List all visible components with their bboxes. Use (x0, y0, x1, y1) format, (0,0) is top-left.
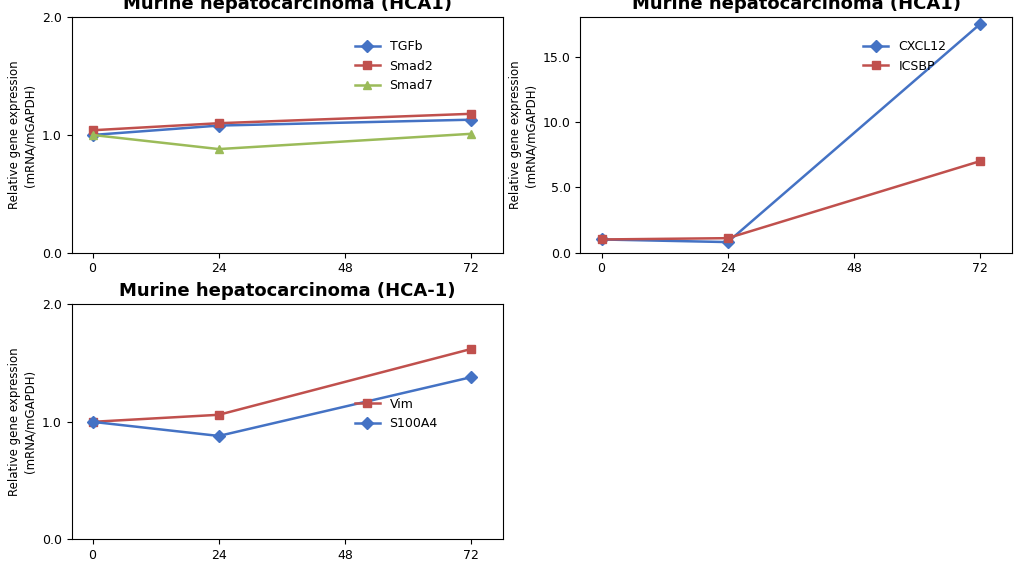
Smad7 (465, 130, 477, 137)
Line: Vim: Vim (89, 345, 475, 426)
Title: Murine hepatocarcinoma (HCA1): Murine hepatocarcinoma (HCA1) (123, 0, 452, 13)
S100A4 (213, 433, 225, 440)
TGFb (213, 122, 225, 129)
Smad7 (87, 132, 99, 139)
ICSBP (974, 158, 986, 165)
Y-axis label: Relative gene expression
(mRNA/mGAPDH): Relative gene expression (mRNA/mGAPDH) (509, 61, 538, 209)
Line: Smad7: Smad7 (89, 129, 475, 153)
CXCL12 (596, 236, 608, 243)
Line: S100A4: S100A4 (89, 373, 475, 440)
Vim (465, 346, 477, 353)
Legend: TGFb, Smad2, Smad7: TGFb, Smad2, Smad7 (350, 35, 438, 97)
Line: TGFb: TGFb (89, 115, 475, 139)
Title: Murine hepatocarcinoma (HCA-1): Murine hepatocarcinoma (HCA-1) (119, 282, 456, 300)
Smad2 (465, 110, 477, 117)
S100A4 (87, 418, 99, 425)
Smad2 (213, 119, 225, 126)
ICSBP (596, 236, 608, 243)
CXCL12 (974, 20, 986, 27)
TGFb (465, 116, 477, 123)
ICSBP (722, 235, 734, 242)
Line: ICSBP: ICSBP (597, 157, 984, 244)
Vim (87, 418, 99, 425)
Legend: CXCL12, ICSBP: CXCL12, ICSBP (858, 35, 951, 78)
S100A4 (465, 374, 477, 380)
Line: CXCL12: CXCL12 (597, 20, 984, 246)
Title: Murine hepatocarcinoma (HCA1): Murine hepatocarcinoma (HCA1) (632, 0, 961, 13)
Line: Smad2: Smad2 (89, 110, 475, 135)
Y-axis label: Relative gene expression
(mRNA/mGAPDH): Relative gene expression (mRNA/mGAPDH) (8, 61, 36, 209)
Legend: Vim, S100A4: Vim, S100A4 (350, 393, 443, 435)
TGFb (87, 132, 99, 139)
Smad7 (213, 146, 225, 153)
Smad2 (87, 127, 99, 134)
CXCL12 (722, 238, 734, 245)
Vim (213, 411, 225, 418)
Y-axis label: Relative gene expression
(mRNA/mGAPDH): Relative gene expression (mRNA/mGAPDH) (8, 347, 36, 496)
